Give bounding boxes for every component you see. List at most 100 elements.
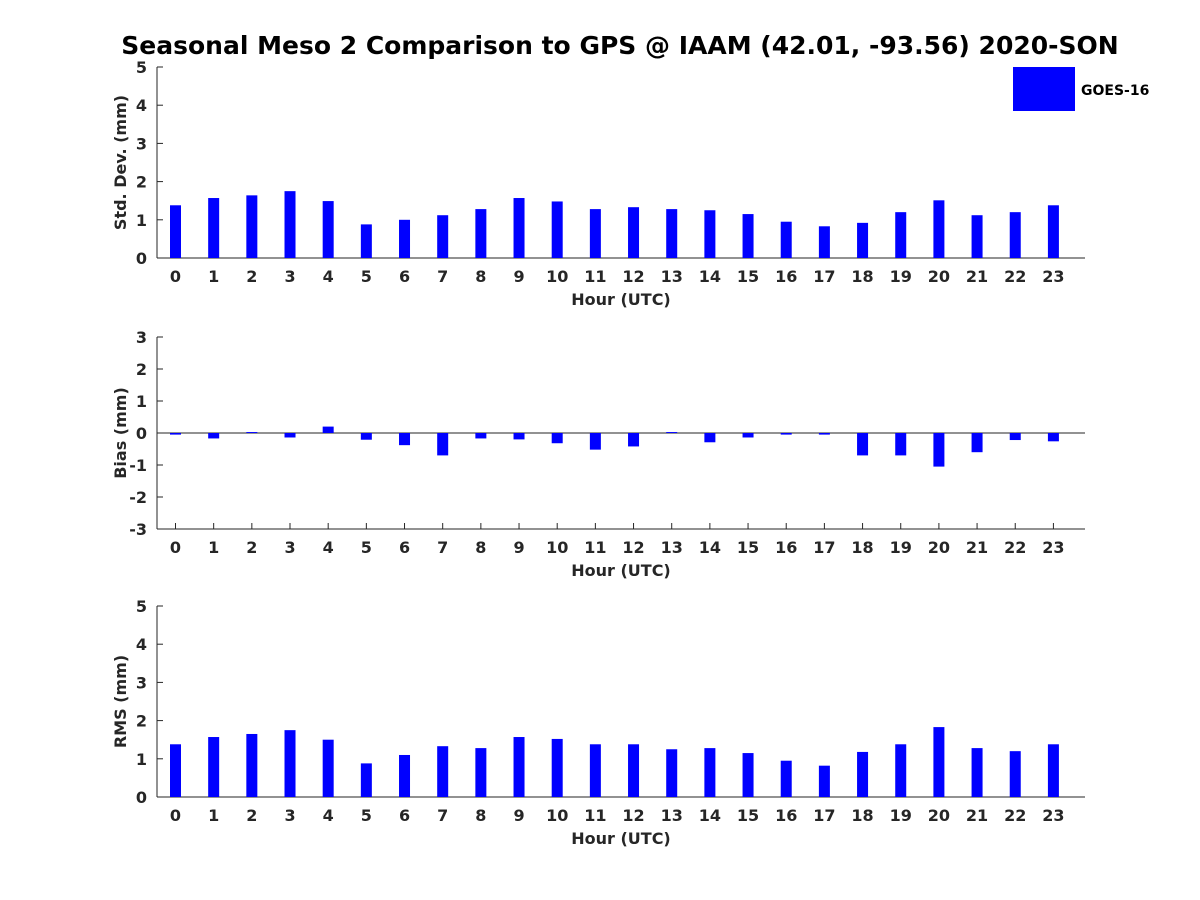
subplot-1-x-axis-label: Hour (UTC)	[571, 290, 671, 309]
subplot-3-x-tick-label: 4	[323, 806, 334, 825]
subplot-3-bar-hour-8	[475, 748, 487, 797]
subplot-2-x-tick-label: 22	[1004, 538, 1026, 557]
subplot-3-x-tick-label: 6	[399, 806, 410, 825]
subplot-2-bar-hour-14	[704, 433, 716, 443]
subplot-3-x-tick-label: 7	[437, 806, 448, 825]
subplot-3-bar-hour-12	[628, 744, 640, 797]
subplot-1-x-tick-label: 19	[890, 267, 912, 286]
subplot-1-x-tick-label: 4	[323, 267, 334, 286]
subplot-1-y-tick-label: 5	[136, 58, 147, 77]
subplot-1-x-tick-label: 9	[513, 267, 524, 286]
subplot-2-x-tick-label: 8	[475, 538, 486, 557]
subplot-3-bar-hour-13	[666, 749, 678, 797]
subplot-1-x-tick-label: 5	[361, 267, 372, 286]
subplot-2-bar-hour-23	[1047, 433, 1059, 442]
subplot-1-x-tick-label: 0	[170, 267, 181, 286]
subplot-2-bar-hour-11	[589, 433, 601, 450]
subplot-1-x-tick-label: 11	[584, 267, 606, 286]
subplot-3-bar-hour-4	[322, 739, 334, 797]
subplot-3-bar-hour-18	[857, 751, 869, 797]
subplot-2-bar-hour-19	[895, 433, 907, 456]
subplot-2-bar-hour-1	[208, 433, 220, 439]
subplot-2-x-tick-label: 11	[584, 538, 606, 557]
subplot-2-x-tick-label: 12	[622, 538, 644, 557]
legend-swatch-goes-16	[1013, 67, 1075, 111]
subplot-1-bar-hour-17	[818, 226, 830, 258]
subplot-1-bar-hour-22	[1009, 212, 1021, 258]
subplot-1-bar-hour-9	[513, 198, 525, 258]
subplot-1-bar-hour-13	[666, 209, 678, 258]
subplot-1-y-tick-label: 3	[136, 134, 147, 153]
subplot-1-bar-hour-10	[551, 201, 563, 258]
subplot-3-bar-hour-21	[971, 748, 983, 797]
subplot-2-bar-hour-21	[971, 433, 983, 453]
subplot-1-bar-hour-3	[284, 191, 296, 258]
subplot-2-x-tick-label: 7	[437, 538, 448, 557]
subplot-3-x-tick-label: 5	[361, 806, 372, 825]
subplot-3-y-tick-label: 2	[136, 712, 147, 731]
subplot-3-bar-hour-11	[589, 744, 601, 797]
subplot-2-y-tick-label: 3	[136, 328, 147, 347]
subplot-3-x-tick-label: 13	[661, 806, 683, 825]
subplot-2-x-tick-label: 2	[246, 538, 257, 557]
subplot-1-y-tick-label: 0	[136, 249, 147, 268]
subplot-2-x-tick-label: 21	[966, 538, 988, 557]
subplot-3-bar-hour-17	[818, 765, 830, 797]
subplot-2-x-tick-label: 17	[813, 538, 835, 557]
subplot-3-bar-hour-20	[933, 727, 945, 797]
subplot-1-y-tick-label: 2	[136, 173, 147, 192]
subplot-2-bar-hour-0	[170, 433, 181, 435]
subplot-3-x-tick-label: 14	[699, 806, 721, 825]
subplot-3-y-tick-label: 0	[136, 788, 147, 807]
subplot-2-y-tick-label: -2	[129, 488, 147, 507]
subplot-3-x-tick-label: 12	[622, 806, 644, 825]
subplot-1-x-tick-label: 14	[699, 267, 721, 286]
subplot-2-y-tick-label: -1	[129, 456, 147, 475]
subplot-2-x-tick-label: 18	[851, 538, 873, 557]
subplot-3-y-tick-label: 3	[136, 673, 147, 692]
subplot-3-bar-hour-14	[704, 748, 716, 797]
subplot-1-x-tick-label: 16	[775, 267, 797, 286]
subplot-3-x-tick-label: 10	[546, 806, 568, 825]
subplot-1-x-tick-label: 17	[813, 267, 835, 286]
subplot-1-x-tick-label: 6	[399, 267, 410, 286]
subplot-3-x-tick-label: 23	[1042, 806, 1064, 825]
subplot-2-y-tick-label: -3	[129, 520, 147, 539]
subplot-3-bar-hour-6	[399, 754, 411, 797]
subplot-1-x-tick-label: 13	[661, 267, 683, 286]
subplot-2-y-tick-label: 2	[136, 360, 147, 379]
subplot-1-x-tick-label: 2	[246, 267, 257, 286]
subplot-1-x-tick-label: 7	[437, 267, 448, 286]
subplot-2-x-tick-label: 14	[699, 538, 721, 557]
subplot-2-bar-hour-12	[628, 433, 640, 447]
subplot-2-x-tick-label: 20	[928, 538, 950, 557]
subplot-2-x-tick-label: 9	[513, 538, 524, 557]
subplot-3-x-tick-label: 15	[737, 806, 759, 825]
subplot-2-x-tick-label: 13	[661, 538, 683, 557]
subplot-2-bar-hour-4	[322, 426, 334, 433]
subplot-3-x-tick-label: 3	[284, 806, 295, 825]
subplot-1-x-tick-label: 10	[546, 267, 568, 286]
subplot-1-bar-hour-11	[589, 209, 601, 258]
subplot-1-bar-hour-19	[895, 212, 907, 258]
subplot-3-bar-hour-1	[208, 737, 220, 797]
subplot-3-x-tick-label: 11	[584, 806, 606, 825]
subplot-3-y-tick-label: 1	[136, 750, 147, 769]
subplot-3-x-tick-label: 2	[246, 806, 257, 825]
subplot-1-bar-hour-23	[1047, 205, 1059, 258]
subplot-2-bar-hour-20	[933, 433, 945, 467]
subplot-3-x-tick-label: 21	[966, 806, 988, 825]
subplot-2-bar-hour-22	[1009, 433, 1021, 441]
subplot-3-bar-hour-19	[895, 744, 907, 797]
subplot-2-bar-hour-16	[780, 433, 792, 435]
subplot-1-bar-hour-5	[360, 224, 372, 258]
subplot-3-y-tick-label: 4	[136, 635, 147, 654]
subplot-1-x-tick-label: 12	[622, 267, 644, 286]
subplot-3-bar-hour-5	[360, 763, 372, 797]
subplot-3-bar-hour-15	[742, 753, 754, 797]
subplot-2-x-tick-label: 1	[208, 538, 219, 557]
subplot-3-x-tick-label: 17	[813, 806, 835, 825]
